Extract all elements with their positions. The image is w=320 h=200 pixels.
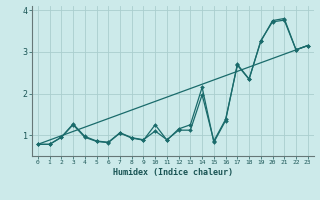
X-axis label: Humidex (Indice chaleur): Humidex (Indice chaleur)	[113, 168, 233, 177]
